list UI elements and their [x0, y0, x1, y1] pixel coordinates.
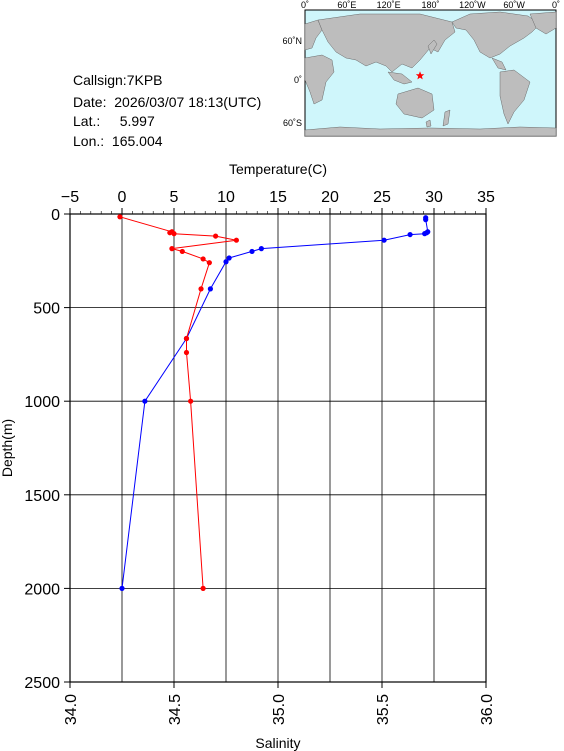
land-shape [499, 69, 531, 125]
map-lon-tick-label: 60˚E [337, 0, 356, 10]
world-map: 0˚ 60˚E 120˚E 180˚ 120˚W 60˚W 0˚ 60˚N 0˚ 60˚S [282, 0, 560, 137]
depth-tick-label: 500 [33, 301, 60, 318]
map-land [304, 11, 557, 137]
depth-tick-label: 1500 [24, 488, 60, 505]
salinity-data-point [198, 286, 204, 292]
salinity-data-point [183, 335, 190, 342]
map-lon-tick-label: 180˚ [421, 0, 439, 10]
date-label: Date: 2026/03/07 18:13(UTC) [73, 94, 262, 110]
salinity-data-point [167, 230, 173, 236]
land-shape [304, 54, 335, 105]
salinity-tick-label: 34.5 [167, 694, 184, 725]
land-shape [529, 11, 557, 35]
depth-tick-label: 2000 [24, 581, 60, 598]
temperature-data-point [249, 248, 255, 255]
salinity-data-point [183, 349, 190, 356]
temperature-data-point [258, 246, 264, 252]
land-shape [387, 71, 413, 85]
salinity-data-point [171, 231, 177, 237]
map-lon-tick-label: 0˚ [301, 0, 309, 10]
salinity-data-point [213, 233, 219, 239]
temperature-data-point [223, 259, 229, 265]
depth-tick-label: 0 [51, 207, 60, 224]
temperature-tick-label: 5 [170, 189, 179, 206]
depth-axis-label: Depth(m) [0, 419, 15, 477]
temperature-axis-label: Temperature(C) [229, 161, 327, 177]
temperature-tick-label: 15 [269, 189, 287, 206]
salinity-data-point [200, 585, 206, 592]
temperature-data-point [119, 585, 125, 592]
map-lon-tick-label: 60˚W [503, 0, 525, 10]
salinity-axis-label: Salinity [255, 735, 300, 751]
land-shape [304, 126, 557, 137]
temperature-tick-label: 30 [425, 189, 443, 206]
station-marker-icon [415, 71, 425, 80]
temperature-data-point [423, 217, 429, 223]
temperature-data-point [407, 231, 413, 238]
salinity-data-point [200, 256, 206, 262]
map-lon-tick-label: 120˚W [459, 0, 486, 10]
temperature-tick-label: 35 [477, 189, 495, 206]
longitude-label: Lon.: 165.004 [73, 133, 163, 149]
latitude-label: Lat.: 5.997 [73, 113, 155, 129]
salinity-tick-label: 34.0 [63, 694, 80, 725]
temperature-data-point [226, 255, 232, 261]
temperature-data-point [422, 231, 428, 237]
series-layer [117, 214, 431, 592]
salinity-tick-label: 35.5 [375, 694, 392, 725]
salinity-data-point [233, 237, 239, 243]
temperature-data-point [381, 237, 387, 243]
land-shape [451, 11, 541, 59]
salinity-data-point [188, 398, 194, 404]
salinity-tick-label: 36.0 [479, 694, 496, 725]
map-lon-tick-label: 0˚ [552, 0, 560, 10]
salinity-data-point [169, 246, 175, 252]
depth-tick-label: 2500 [24, 675, 60, 692]
land-shape [491, 57, 507, 71]
land-shape [427, 39, 438, 55]
temperature-tick-label: 0 [118, 189, 127, 206]
temperature-tick-label: 10 [217, 189, 235, 206]
temperature-data-point [142, 398, 148, 404]
land-shape [442, 109, 451, 127]
salinity-data-point [206, 260, 212, 266]
map-lon-tick-label: 120˚E [377, 0, 401, 10]
temperature-tick-label: −5 [61, 189, 79, 206]
temperature-tick-label: 25 [373, 189, 391, 206]
map-lat-tick-label: 60˚S [283, 118, 302, 128]
temperature-data-point [207, 286, 213, 292]
temperature-tick-label: 20 [321, 189, 339, 206]
land-shape [317, 13, 456, 73]
salinity-tick-label: 35.0 [271, 694, 288, 725]
salinity-data-point [179, 248, 185, 255]
map-lat-tick-label: 0˚ [294, 75, 302, 85]
land-shape [395, 87, 435, 119]
map-lat-tick-label: 60˚N [282, 36, 302, 46]
depth-tick-label: 1000 [24, 394, 60, 411]
callsign-label: Callsign:7KPB [73, 72, 163, 88]
salinity-data-point [117, 214, 123, 220]
land-shape [425, 119, 432, 128]
